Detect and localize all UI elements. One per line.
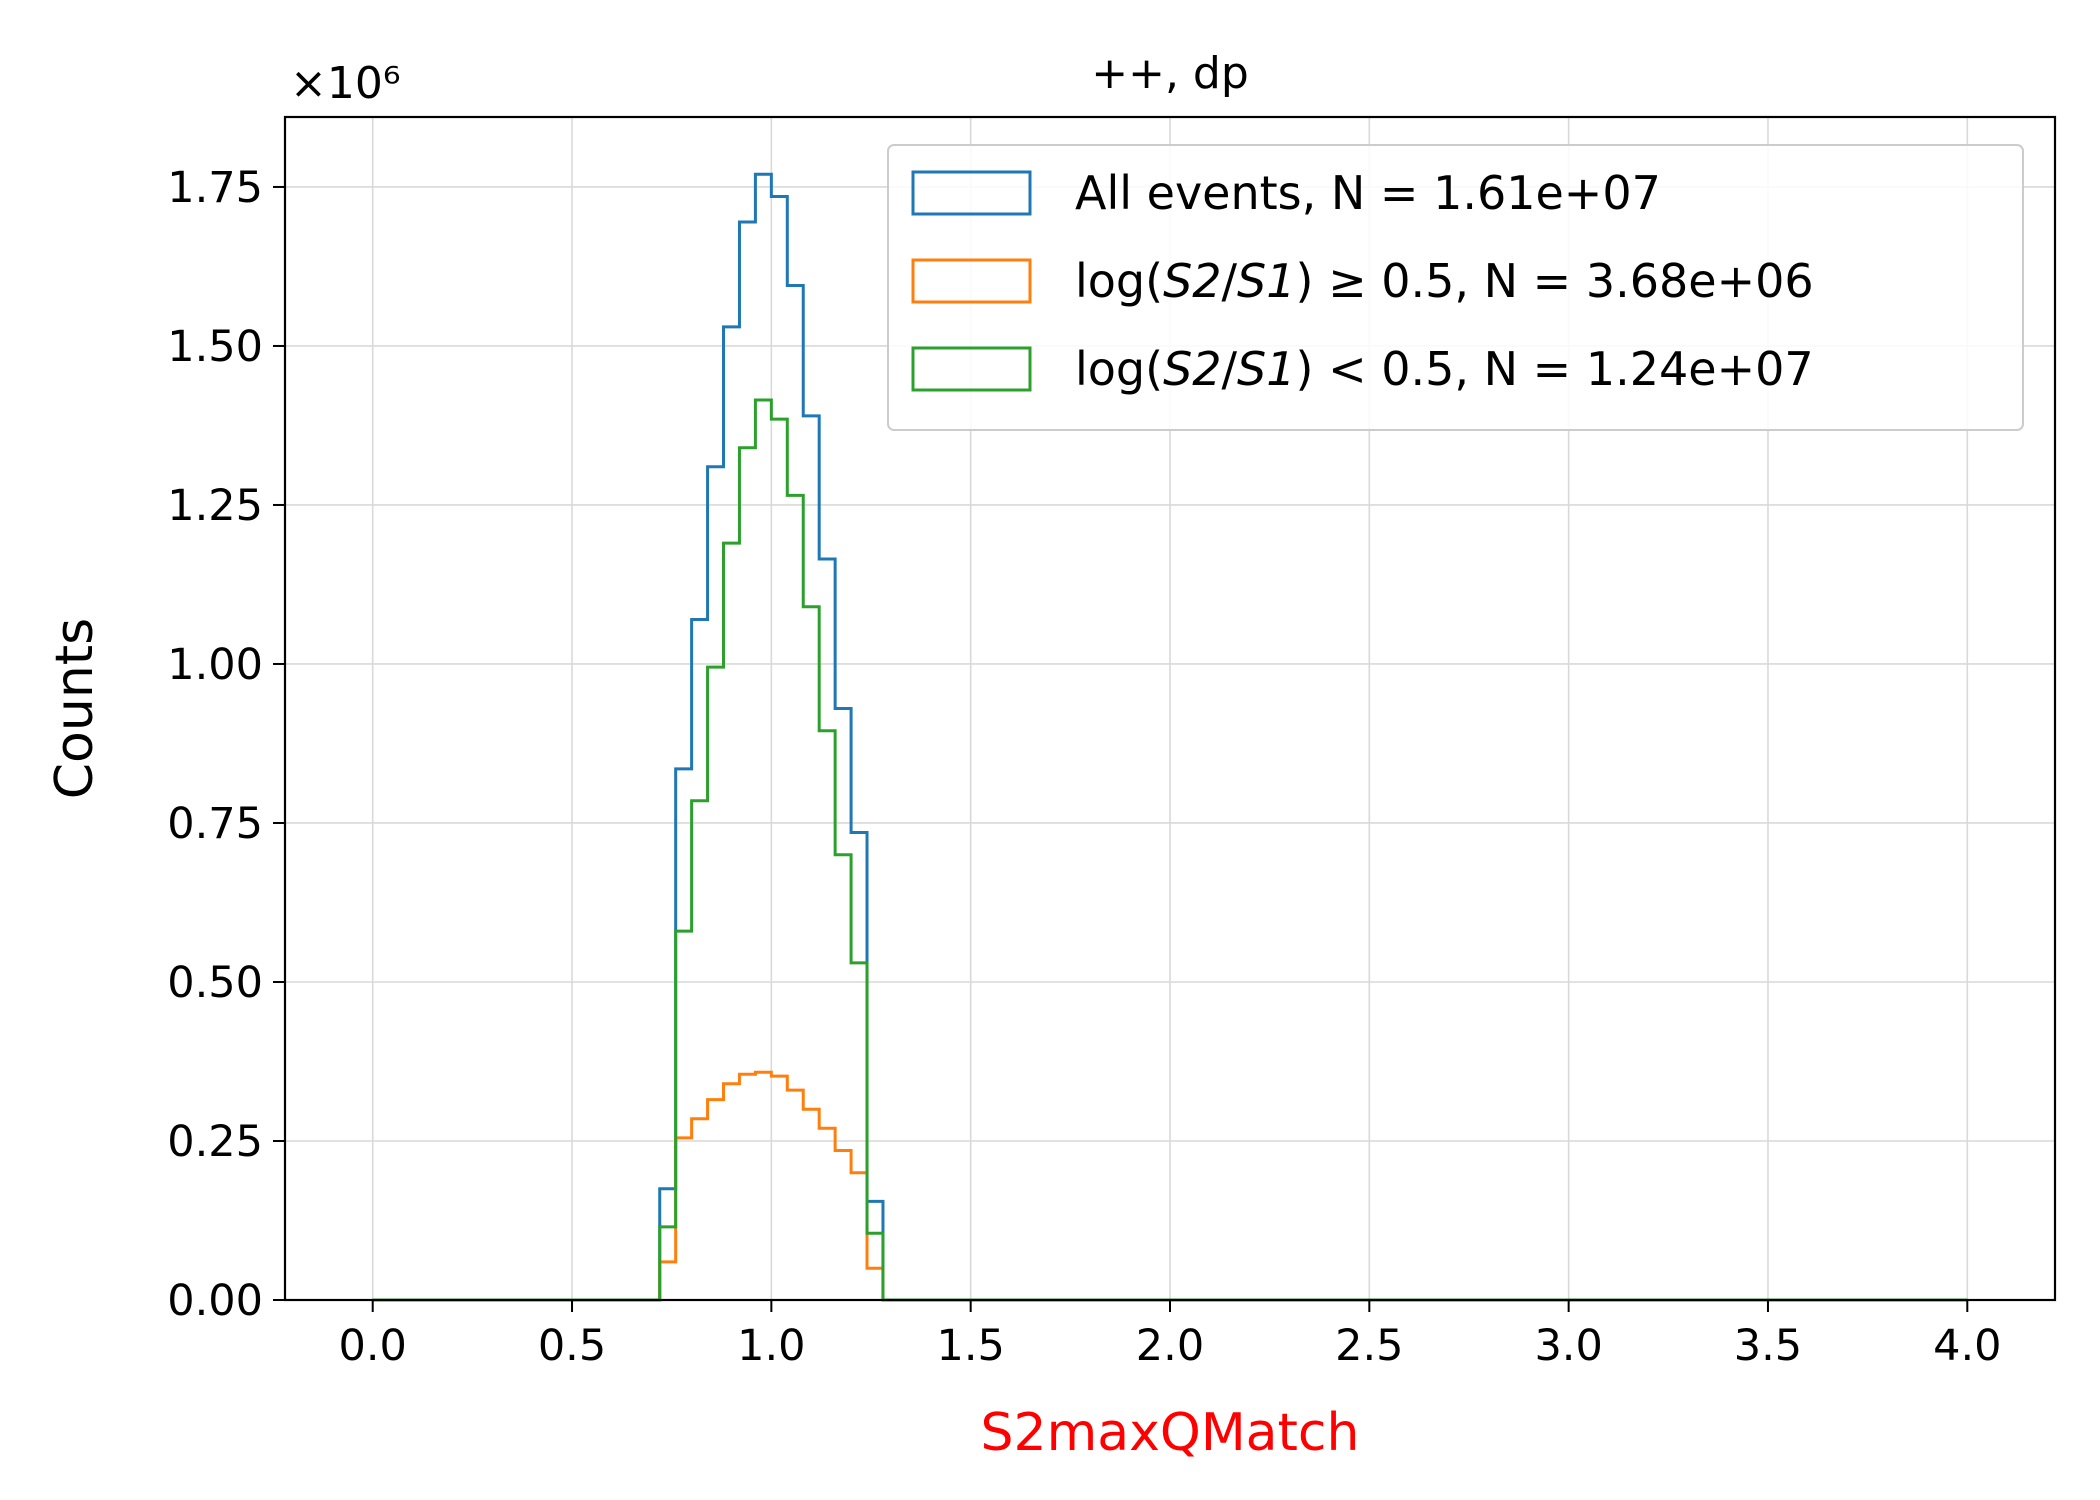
- y-axis-multiplier: ×10⁶: [290, 58, 401, 109]
- x-tick-label: 1.0: [737, 1321, 805, 1371]
- x-axis-ticks: 0.0 0.5 1.0 1.5 2.0 2.5 3.0 3.5 4.0: [339, 1300, 2001, 1371]
- y-axis-ticks: 0.00 0.25 0.50 0.75 1.00 1.25 1.50 1.75: [167, 163, 285, 1326]
- series-layer: [372, 172, 1968, 1302]
- y-tick-label: 0.25: [167, 1117, 263, 1167]
- x-tick-label: 2.5: [1335, 1321, 1403, 1371]
- x-axis-label: S2maxQMatch: [981, 1403, 1360, 1463]
- y-tick-label: 0.50: [167, 958, 263, 1008]
- legend-swatch-1: [911, 170, 1032, 216]
- x-tick-label: 4.0: [1933, 1321, 2001, 1371]
- legend: All events, N = 1.61e+07 log(S2/S1) ≥ 0.5…: [887, 144, 2024, 431]
- y-axis-label: Counts: [45, 618, 105, 800]
- y-tick-label: 1.50: [167, 322, 263, 372]
- legend-box: [887, 144, 2024, 431]
- x-tick-label: 1.5: [936, 1321, 1004, 1371]
- series-step-line-2: [372, 1070, 1968, 1302]
- chart-title: ++, dp: [1091, 48, 1249, 99]
- y-tick-label: 1.75: [167, 163, 263, 213]
- x-tick-label: 0.5: [538, 1321, 606, 1371]
- legend-label-3: log(S2/S1) < 0.5, N = 1.24e+07: [1075, 342, 1814, 396]
- y-tick-label: 0.75: [167, 799, 263, 849]
- x-tick-label: 3.5: [1734, 1321, 1802, 1371]
- x-tick-label: 0.0: [339, 1321, 407, 1371]
- legend-label-2: log(S2/S1) ≥ 0.5, N = 3.68e+06: [1075, 254, 1814, 308]
- legend-label-1: All events, N = 1.61e+07: [1075, 166, 1661, 220]
- series-step-line-1: [372, 172, 1968, 1302]
- legend-swatch-3: [911, 346, 1032, 392]
- legend-swatch-2: [911, 258, 1032, 304]
- x-tick-label: 3.0: [1534, 1321, 1602, 1371]
- series-step-line-3: [372, 398, 1968, 1302]
- x-tick-label: 2.0: [1136, 1321, 1204, 1371]
- y-tick-label: 0.00: [167, 1276, 263, 1326]
- y-tick-label: 1.00: [167, 640, 263, 690]
- y-tick-label: 1.25: [167, 481, 263, 531]
